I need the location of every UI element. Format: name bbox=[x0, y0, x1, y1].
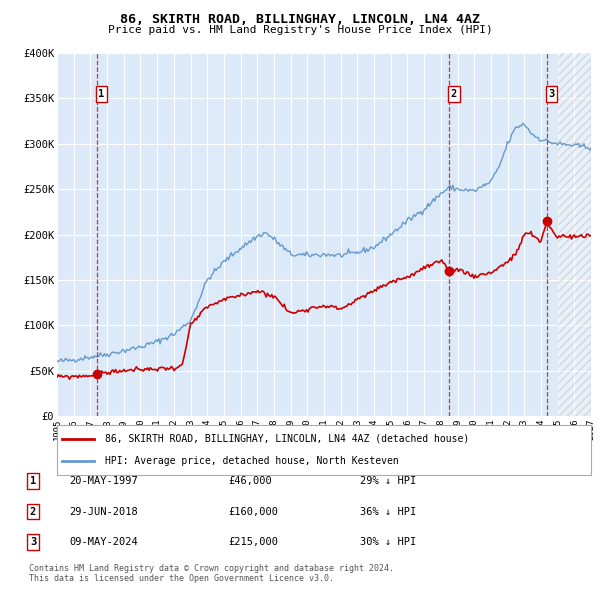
Text: HPI: Average price, detached house, North Kesteven: HPI: Average price, detached house, Nort… bbox=[105, 456, 399, 466]
Text: £215,000: £215,000 bbox=[228, 537, 278, 547]
Text: Contains HM Land Registry data © Crown copyright and database right 2024.
This d: Contains HM Land Registry data © Crown c… bbox=[29, 563, 394, 583]
Text: 86, SKIRTH ROAD, BILLINGHAY, LINCOLN, LN4 4AZ: 86, SKIRTH ROAD, BILLINGHAY, LINCOLN, LN… bbox=[120, 13, 480, 26]
Text: 09-MAY-2024: 09-MAY-2024 bbox=[69, 537, 138, 547]
Text: 2: 2 bbox=[30, 507, 36, 516]
Text: 1: 1 bbox=[30, 476, 36, 486]
Text: 30% ↓ HPI: 30% ↓ HPI bbox=[360, 537, 416, 547]
Text: 20-MAY-1997: 20-MAY-1997 bbox=[69, 476, 138, 486]
Text: 36% ↓ HPI: 36% ↓ HPI bbox=[360, 507, 416, 516]
Text: 3: 3 bbox=[548, 89, 555, 99]
Text: Price paid vs. HM Land Registry's House Price Index (HPI): Price paid vs. HM Land Registry's House … bbox=[107, 25, 493, 35]
Text: £160,000: £160,000 bbox=[228, 507, 278, 516]
Text: 1: 1 bbox=[98, 89, 105, 99]
Text: 2: 2 bbox=[451, 89, 457, 99]
Text: 86, SKIRTH ROAD, BILLINGHAY, LINCOLN, LN4 4AZ (detached house): 86, SKIRTH ROAD, BILLINGHAY, LINCOLN, LN… bbox=[105, 434, 469, 444]
Polygon shape bbox=[557, 53, 591, 416]
Text: £46,000: £46,000 bbox=[228, 476, 272, 486]
Text: 29% ↓ HPI: 29% ↓ HPI bbox=[360, 476, 416, 486]
Text: 29-JUN-2018: 29-JUN-2018 bbox=[69, 507, 138, 516]
Text: 3: 3 bbox=[30, 537, 36, 547]
